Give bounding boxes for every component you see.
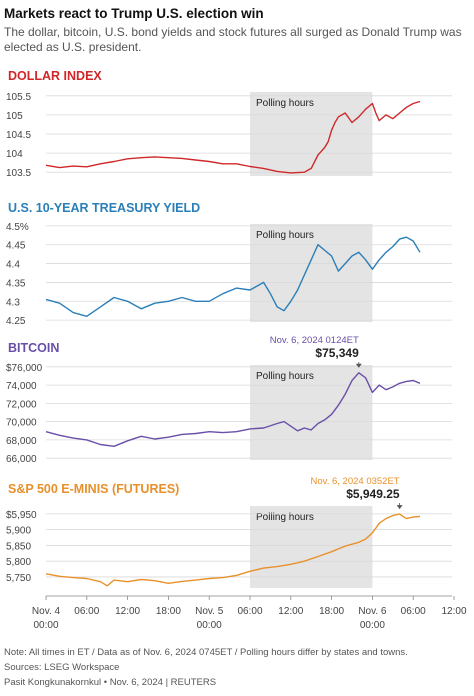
y-tick-label-treasury: 4.5%: [6, 222, 29, 233]
y-tick-label-dollar: 104.5: [6, 130, 31, 141]
polling-hours-label-sp500: Polling hours: [256, 512, 314, 523]
page-title: Markets react to Trump U.S. election win: [4, 6, 264, 21]
y-tick-label-dollar: 105.5: [6, 92, 31, 103]
footer-credit: Pasit Kongkunakornkul • Nov. 6, 2024 | R…: [4, 677, 217, 688]
y-tick-label-treasury: 4.3: [6, 297, 20, 308]
annotation-time-bitcoin: Nov. 6, 2024 0124ET: [270, 335, 359, 346]
x-tick-label: 12:00: [441, 606, 466, 617]
y-tick-label-bitcoin: 74,000: [6, 381, 37, 392]
x-tick-label-sub: 00:00: [197, 620, 222, 631]
x-tick-label: 12:00: [115, 606, 140, 617]
y-tick-label-bitcoin: 72,000: [6, 399, 37, 410]
polling-hours-label-dollar: Polling hours: [256, 98, 314, 109]
x-tick-label: 06:00: [74, 606, 99, 617]
y-tick-label-treasury: 4.35: [6, 278, 26, 289]
x-tick-label: 06:00: [237, 606, 262, 617]
series-line-dollar: [45, 100, 421, 174]
footer-note: Note: All times in ET / Data as of Nov. …: [4, 647, 408, 658]
y-tick-label-sp500: 5,800: [6, 557, 31, 568]
y-tick-label-bitcoin: 68,000: [6, 436, 37, 447]
y-tick-label-treasury: 4.45: [6, 241, 26, 252]
x-tick-label-sub: 00:00: [33, 620, 58, 631]
annotation-value-bitcoin: $75,349: [315, 346, 359, 360]
polling-hours-shade-sp500: [250, 506, 373, 588]
x-tick-label-sub: 00:00: [360, 620, 385, 631]
page-subtitle: The dollar, bitcoin, U.S. bond yields an…: [4, 25, 462, 54]
x-tick-label: 12:00: [278, 606, 303, 617]
y-tick-label-dollar: 103.5: [6, 168, 31, 179]
panel-title-bitcoin: BITCOIN: [8, 341, 59, 355]
x-tick-label: 18:00: [319, 606, 344, 617]
series-line-bitcoin: [45, 372, 421, 447]
annotation-arrowhead-bitcoin: [355, 363, 362, 368]
polling-hours-label-bitcoin: Polling hours: [256, 371, 314, 382]
y-tick-label-sp500: 5,900: [6, 526, 31, 537]
y-tick-label-treasury: 4.4: [6, 260, 20, 271]
series-line-sp500: [45, 513, 421, 587]
series-line-treasury: [45, 236, 421, 317]
y-tick-label-dollar: 105: [6, 111, 23, 122]
y-tick-label-bitcoin: 70,000: [6, 418, 37, 429]
y-tick-label-sp500: $5,950: [6, 510, 37, 521]
panel-title-sp500: S&P 500 E-MINIS (FUTURES): [8, 482, 179, 496]
panel-title-treasury: U.S. 10-YEAR TREASURY YIELD: [8, 201, 200, 215]
panel-title-dollar: DOLLAR INDEX: [8, 69, 102, 83]
y-tick-label-bitcoin: $76,000: [6, 363, 43, 374]
x-tick-label: Nov. 6: [358, 606, 387, 617]
y-tick-label-sp500: 5,750: [6, 573, 31, 584]
annotation-value-sp500: $5,949.25: [346, 487, 400, 501]
x-tick-label: Nov. 5: [195, 606, 224, 617]
x-tick-label: 06:00: [401, 606, 426, 617]
annotation-arrowhead-sp500: [396, 505, 403, 510]
polling-hours-label-treasury: Polling hours: [256, 230, 314, 241]
y-tick-label-dollar: 104: [6, 149, 23, 160]
y-tick-label-bitcoin: 66,000: [6, 454, 37, 465]
annotation-time-sp500: Nov. 6, 2024 0352ET: [311, 476, 400, 487]
y-tick-label-treasury: 4.25: [6, 316, 26, 327]
footer-sources: Sources: LSEG Workspace: [4, 662, 120, 673]
polling-hours-shade-treasury: [250, 224, 373, 322]
y-tick-label-sp500: 5,850: [6, 541, 31, 552]
x-tick-label: 18:00: [156, 606, 181, 617]
x-tick-label: Nov. 4: [32, 606, 61, 617]
